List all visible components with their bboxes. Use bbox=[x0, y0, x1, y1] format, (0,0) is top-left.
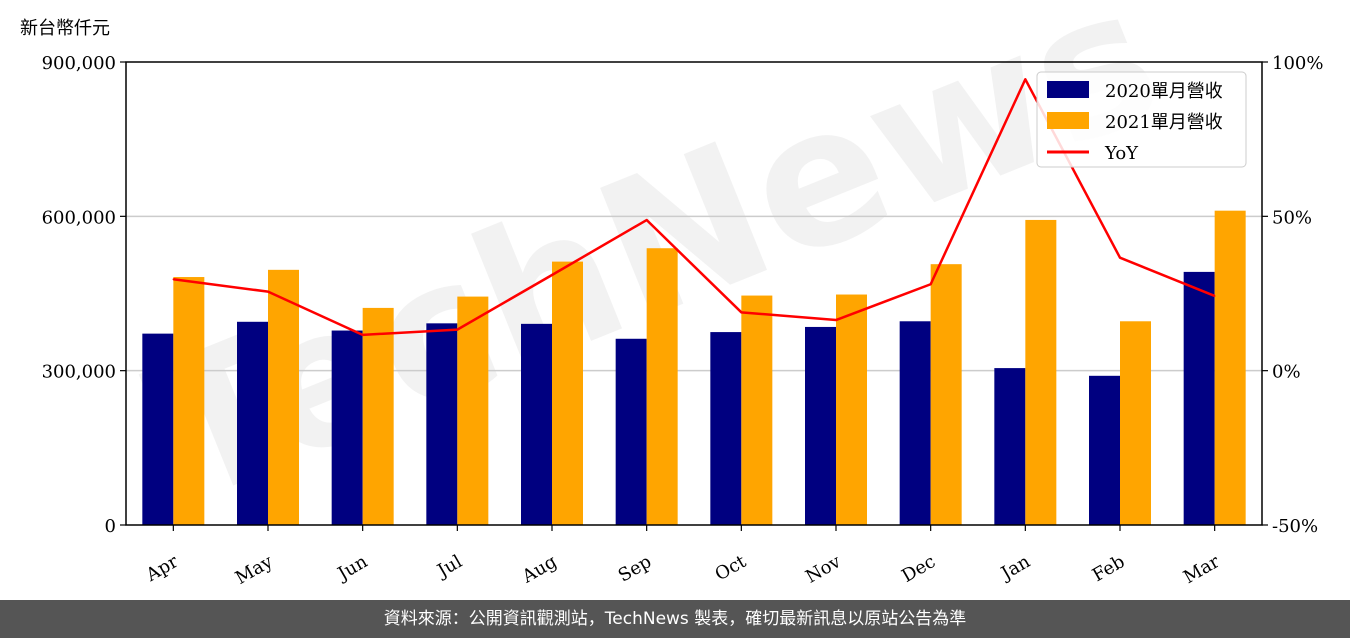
legend-label-2: YoY bbox=[1104, 143, 1139, 164]
legend-box bbox=[1036, 71, 1247, 168]
right-tick-label: 0% bbox=[1272, 362, 1301, 383]
right-tick-label: 50% bbox=[1272, 207, 1312, 228]
left-tick-label: 300,000 bbox=[42, 362, 116, 383]
yoy-point-nov bbox=[835, 319, 837, 321]
x-tick-label-aug: Aug bbox=[518, 551, 561, 588]
x-tick-label-mar: Mar bbox=[1180, 551, 1224, 588]
legend-swatch-0 bbox=[1047, 81, 1089, 98]
yoy-point-mar bbox=[1213, 295, 1216, 297]
bar-2021-mar bbox=[1214, 210, 1246, 525]
bar-2021-nov bbox=[836, 294, 867, 525]
x-tick-label-oct: Oct bbox=[712, 551, 751, 586]
bar-2021-jan bbox=[1025, 219, 1057, 525]
plot-frame bbox=[125, 61, 1263, 526]
left-tick-label: 600,000 bbox=[42, 207, 116, 228]
legend-label-0: 2020單月營收 bbox=[1105, 81, 1223, 102]
yoy-point-jun bbox=[361, 334, 364, 336]
bar-2020-aug bbox=[521, 323, 552, 525]
bar-2020-jan bbox=[994, 368, 1026, 525]
bar-2021-oct bbox=[741, 295, 773, 525]
right-tick-label: -50% bbox=[1272, 516, 1318, 537]
left-tick-label: 0 bbox=[105, 516, 116, 537]
bar-2021-dec bbox=[930, 264, 962, 525]
x-tick-label-jul: Jul bbox=[432, 551, 466, 583]
bar-2020-jul bbox=[426, 323, 458, 525]
yoy-point-feb bbox=[1119, 256, 1121, 259]
yoy-point-sep bbox=[645, 219, 648, 221]
yoy-point-may bbox=[267, 290, 269, 293]
bar-2020-jun bbox=[331, 330, 363, 525]
unit-label: 新台幣仟元 bbox=[20, 18, 110, 39]
bar-2021-jul bbox=[457, 296, 489, 525]
bar-2020-nov bbox=[805, 326, 836, 525]
x-tick-label-dec: Dec bbox=[898, 551, 939, 587]
legend-label-1: 2021單月營收 bbox=[1105, 112, 1223, 133]
x-tick-label-may: May bbox=[232, 551, 277, 589]
bar-2020-mar bbox=[1183, 271, 1215, 525]
x-tick-label-nov: Nov bbox=[802, 551, 845, 588]
bar-2021-feb bbox=[1120, 321, 1151, 525]
x-tick-label-jan: Jan bbox=[996, 551, 1034, 585]
bar-2021-jun bbox=[362, 307, 394, 525]
yoy-point-jan bbox=[1024, 78, 1027, 81]
x-tick-label-sep: Sep bbox=[615, 551, 655, 586]
x-tick-label-apr: Apr bbox=[142, 551, 182, 586]
bar-2020-oct bbox=[710, 332, 742, 525]
legend-swatch-1 bbox=[1047, 112, 1089, 129]
bar-2021-sep bbox=[646, 248, 678, 525]
yoy-point-aug bbox=[551, 274, 553, 276]
x-tick-label-jun: Jun bbox=[333, 551, 372, 586]
left-tick-label: 900,000 bbox=[42, 53, 116, 74]
yoy-point-jul bbox=[456, 328, 459, 331]
bar-2020-apr bbox=[142, 333, 174, 525]
bar-2020-dec bbox=[899, 321, 931, 525]
bar-2021-aug bbox=[552, 261, 583, 525]
bar-2021-apr bbox=[173, 277, 205, 525]
bar-2021-may bbox=[268, 269, 299, 525]
x-tick-label-feb: Feb bbox=[1089, 551, 1129, 586]
bar-2020-feb bbox=[1089, 375, 1120, 525]
yoy-point-apr bbox=[172, 278, 175, 281]
yoy-point-dec bbox=[929, 283, 932, 286]
chart: TechNews 0300,000600,000900,000-50%0%50%… bbox=[20, 0, 1323, 589]
bar-2020-may bbox=[237, 321, 268, 525]
right-tick-label: 100% bbox=[1272, 53, 1323, 74]
bar-2020-sep bbox=[615, 338, 647, 525]
yoy-point-oct bbox=[740, 311, 743, 314]
source-footer: 資料來源：公開資訊觀測站，TechNews 製表，確切最新訊息以原站公告為準 bbox=[0, 600, 1350, 638]
